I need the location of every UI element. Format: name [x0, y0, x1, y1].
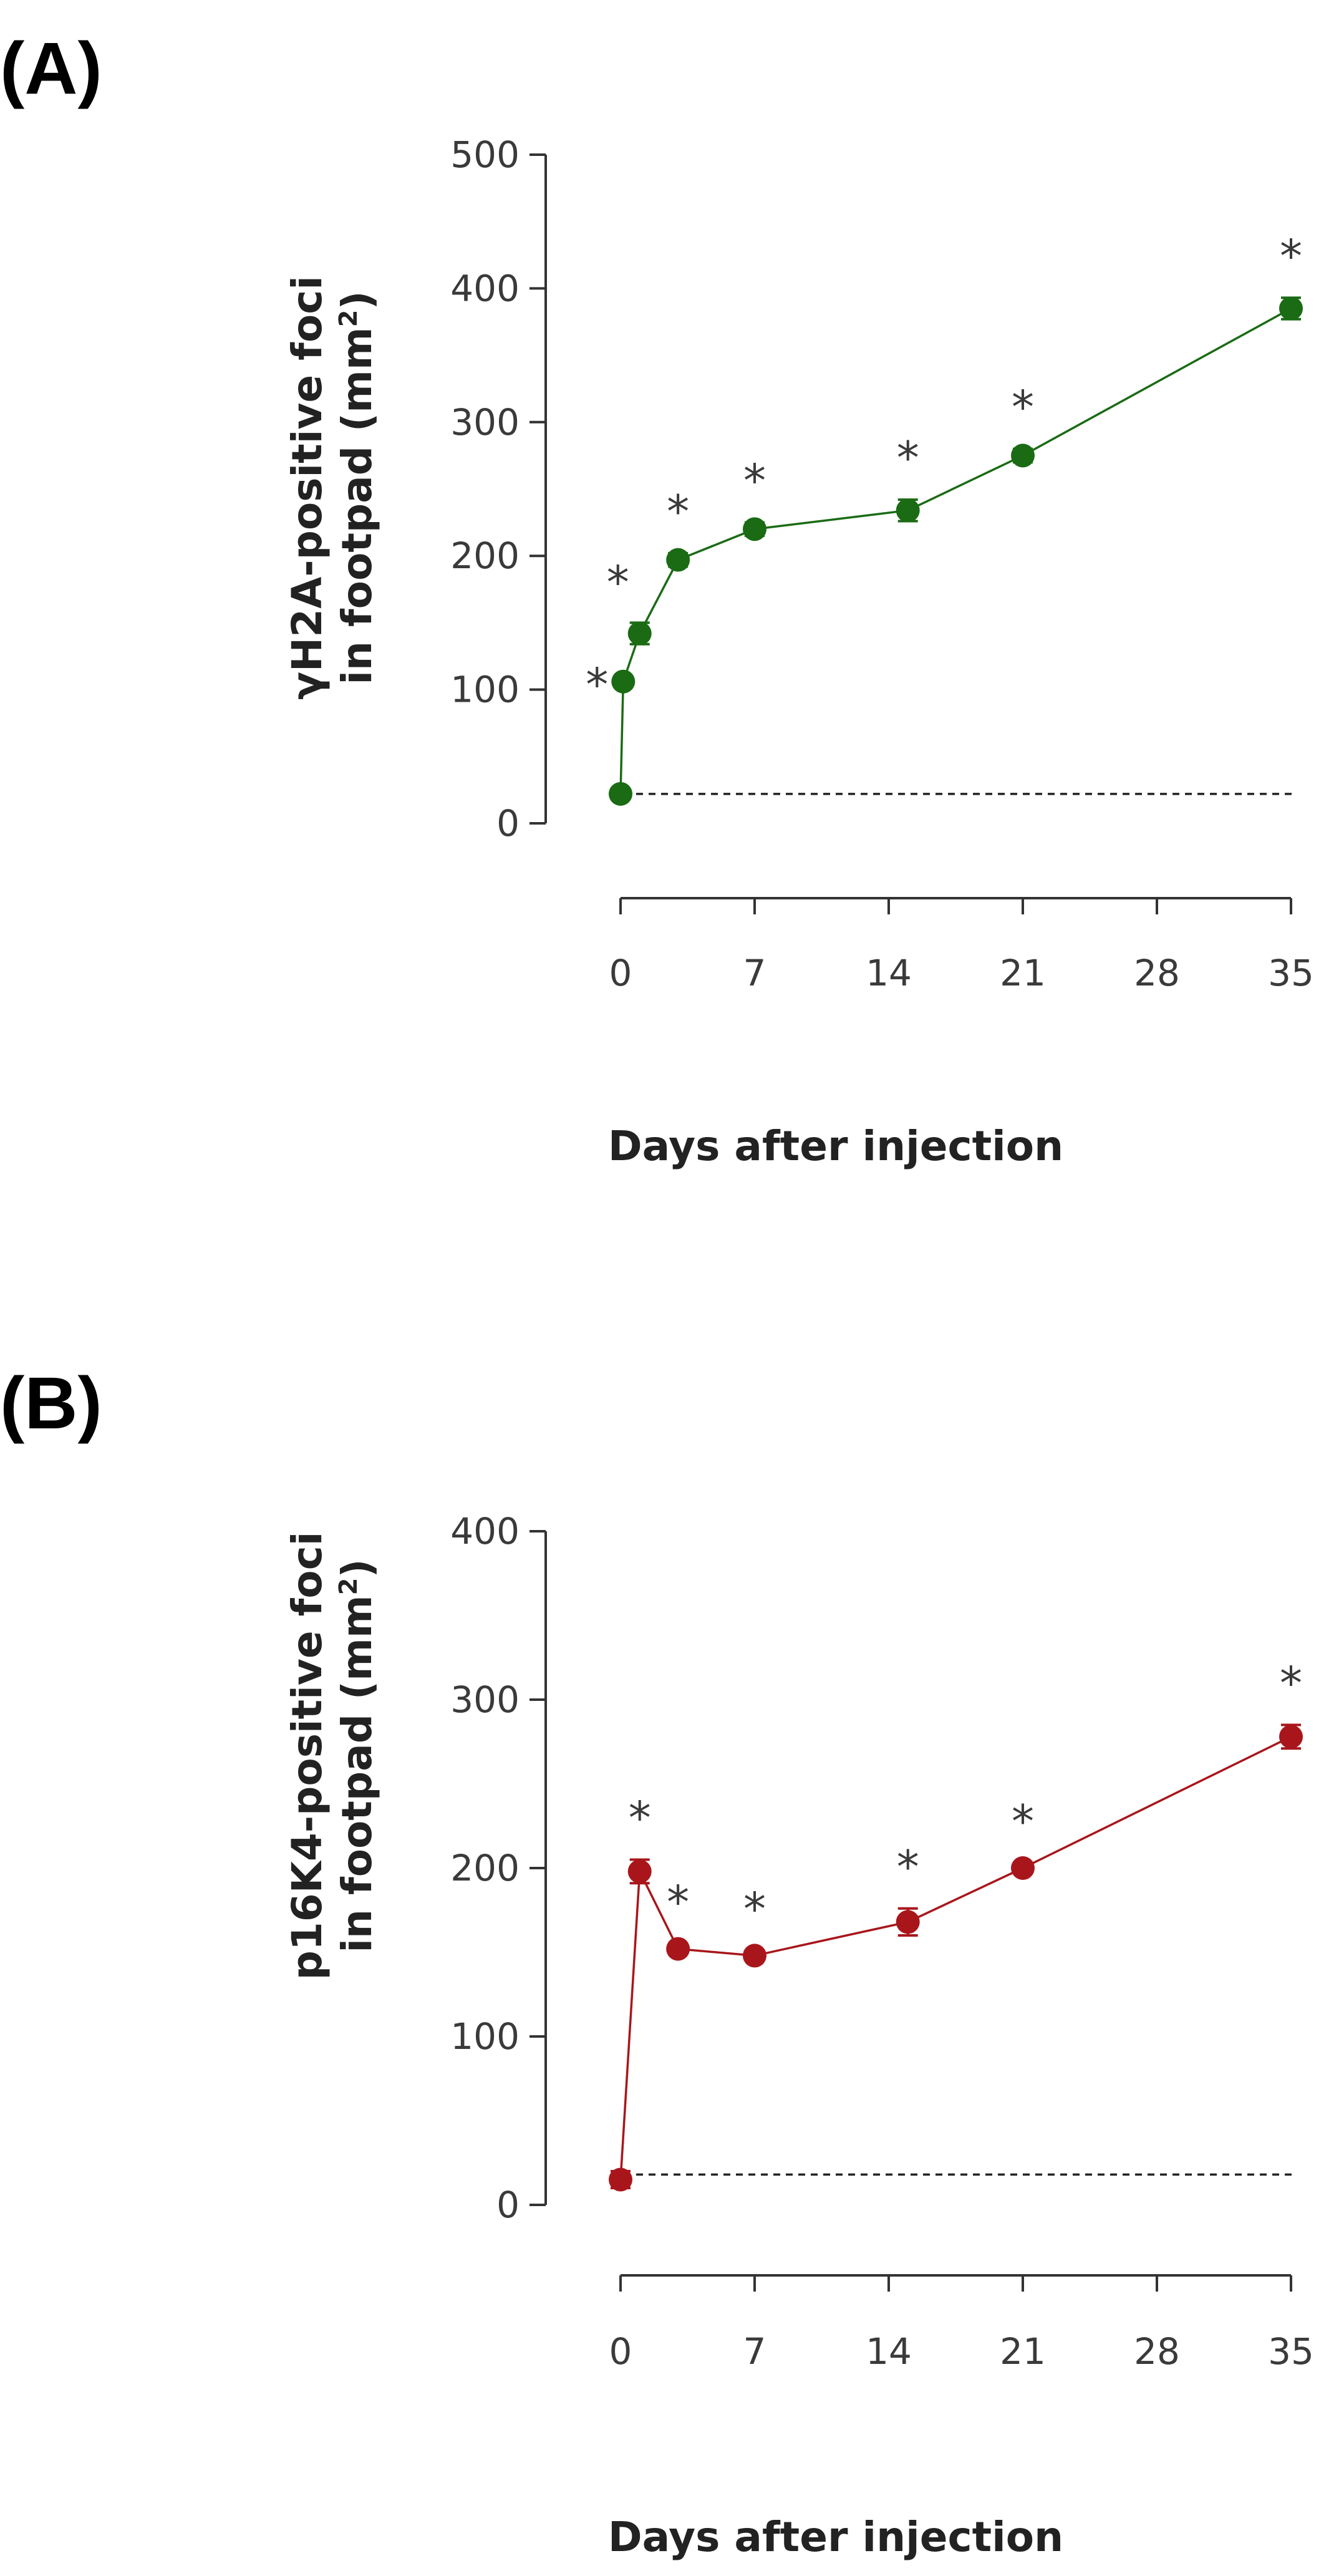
panel-a-ylabel-line2: in footpad (mm2) — [333, 291, 381, 684]
panel-b-x-tick-label: 7 — [743, 2330, 766, 2373]
panel-b-significance-marker: * — [897, 1841, 919, 1893]
panel-a-y-tick-label: 500 — [450, 133, 520, 176]
panel-b-x-tick-label: 14 — [866, 2330, 912, 2373]
panel-b-x-tick-label: 28 — [1134, 2330, 1180, 2373]
panel-b-significance-marker: * — [629, 1792, 651, 1844]
panel-a-label: (A) — [0, 27, 102, 110]
panel-b-significance-marker: * — [1012, 1795, 1034, 1847]
panel-a-significance-marker: * — [667, 485, 689, 538]
panel-b-data-point — [743, 1944, 766, 1968]
panel-a-y-tick-label: 100 — [450, 669, 520, 711]
panel-b-significance-marker: * — [667, 1876, 689, 1929]
panel-a-y-tick-label: 200 — [450, 535, 520, 577]
panel-a-series-line — [619, 307, 1292, 794]
panel-b-significance-marker: * — [1280, 1657, 1302, 1710]
panel-a-x-tick-label: 14 — [866, 952, 912, 994]
panel-b-data-point — [627, 1859, 652, 1884]
panel-b-series-line — [619, 1735, 1292, 2180]
panel-b-ylabel-line2: in footpad (mm2) — [333, 1559, 381, 1952]
panel-a-data-point — [611, 669, 636, 694]
panel-a-ylabel-suffix: ) — [333, 291, 381, 309]
panel-a-significance-marker: * — [1280, 230, 1302, 282]
panel-a-x-tick-label: 21 — [1000, 952, 1046, 994]
panel-a-y-tick-label: 400 — [450, 267, 520, 309]
panel-b-data-point — [666, 1937, 690, 1961]
panel-a-ylabel-superscript: 2 — [334, 310, 363, 327]
panel-a-x-tick-label: 35 — [1268, 952, 1314, 994]
panel-a-x-tick-label: 0 — [609, 952, 632, 994]
panel-a-y-tick-label: 300 — [450, 401, 520, 443]
panel-a-chart: (A) γH2A-positive foci in footpad (mm2) … — [0, 27, 1314, 1170]
panel-b-y-tick-label: 200 — [450, 1847, 520, 1889]
panel-b-data-point — [1279, 1725, 1303, 1749]
panel-a-data-point — [1279, 296, 1303, 321]
panel-b-data-point — [609, 2167, 632, 2192]
panel-a-data-point — [896, 498, 920, 523]
panel-b-significance-marker: * — [743, 1882, 766, 1935]
panel-a-x-tick-label: 28 — [1134, 952, 1180, 994]
panel-a-significance-marker: * — [743, 455, 766, 507]
panel-a-data-point — [666, 548, 690, 572]
panel-a-significance-marker: * — [586, 659, 608, 711]
panel-a-y-tick-label: 0 — [496, 802, 520, 845]
panel-b-y-tick-label: 300 — [450, 1678, 520, 1721]
panel-a-ylabel-prefix: in footpad (mm — [333, 327, 381, 684]
panel-a-ylabel-line1: γH2A-positive foci — [283, 276, 331, 700]
panel-b-y-tick-label: 100 — [450, 2015, 520, 2058]
panel-a-data-point — [609, 782, 632, 806]
panel-b-ylabel-superscript: 2 — [334, 1578, 363, 1595]
panel-a-significance-marker: * — [1012, 381, 1034, 433]
panel-a-x-tick-label: 7 — [743, 952, 766, 994]
panel-b-data-point — [1011, 1856, 1035, 1880]
panel-b-x-tick-label: 35 — [1268, 2330, 1314, 2373]
panel-a-data-point — [1011, 443, 1035, 468]
panel-b-ylabel-prefix: in footpad (mm — [333, 1595, 381, 1952]
panel-a-significance-marker: * — [607, 556, 629, 608]
panel-a-data-point — [627, 621, 652, 646]
panel-b-x-tick-label: 0 — [609, 2330, 632, 2373]
panel-a-xlabel: Days after injection — [608, 1122, 1063, 1170]
panel-b-y-tick-label: 400 — [450, 1510, 520, 1552]
panel-b-xlabel: Days after injection — [608, 2513, 1063, 2561]
panel-b-chart: (B) p16K4-positive foci in footpad (mm2)… — [0, 1362, 1314, 2561]
panel-b-y-tick-label: 0 — [496, 2184, 520, 2226]
panel-b-ylabel-line1: p16K4-positive foci — [283, 1532, 331, 1980]
panel-b-ylabel-suffix: ) — [333, 1559, 381, 1577]
panel-b-data-point — [896, 1910, 920, 1934]
panel-b-label: (B) — [0, 1362, 102, 1445]
panel-a-significance-marker: * — [897, 432, 919, 484]
panel-b-x-tick-label: 21 — [1000, 2330, 1046, 2373]
panel-a-data-point — [743, 517, 766, 541]
